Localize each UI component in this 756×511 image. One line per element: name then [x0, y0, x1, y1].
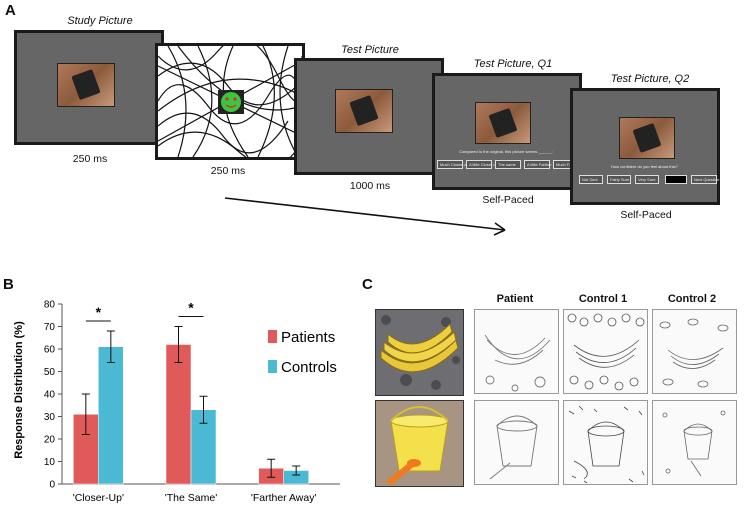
noise-mask: [158, 46, 302, 157]
q1-option-3[interactable]: The same: [495, 160, 521, 169]
q2-next-button[interactable]: Next Question: [691, 175, 720, 184]
stage4-caption: Test Picture, Q1: [473, 58, 553, 70]
y-tick-label: 70: [44, 322, 56, 333]
x-tick-label: 'Closer-Up': [73, 492, 124, 504]
y-tick-label: 50: [44, 367, 56, 378]
panel-c-label: C: [362, 276, 373, 293]
x-tick-label: 'The Same': [165, 492, 217, 504]
q1-photo: [475, 102, 531, 144]
column-header-control1: Control 1: [578, 293, 628, 305]
q2-photo: [619, 117, 675, 159]
legend-label-controls: Controls: [281, 359, 337, 376]
control2-sketch-bucket: [652, 400, 737, 485]
bananas-photo: [375, 309, 464, 396]
test-screen: [294, 58, 444, 175]
panel-b-label: B: [3, 276, 14, 293]
q2-option-3[interactable]: Very Sure: [635, 175, 659, 184]
y-tick-label: 80: [44, 300, 56, 311]
y-tick-label: 40: [44, 390, 56, 401]
y-tick-label: 30: [44, 412, 56, 423]
legend-swatch-controls: [268, 360, 277, 373]
q1-option-1[interactable]: Much Closer up: [437, 160, 468, 169]
stage1-duration: 250 ms: [72, 153, 108, 165]
stage1-caption: Study Picture: [67, 15, 133, 27]
q1-option-2[interactable]: A little Closer up: [466, 160, 498, 169]
q2-option-blank[interactable]: [665, 175, 687, 184]
y-tick-label: 20: [44, 435, 56, 446]
stage5-caption: Test Picture, Q2: [610, 73, 690, 85]
control2-sketch-bananas: [652, 309, 737, 394]
q1-option-3-label: The same: [498, 162, 516, 167]
control1-sketch-bananas: [563, 309, 648, 394]
q1-option-4-label: A little Farther away: [527, 162, 563, 167]
q1-question: Compared to the original, this picture s…: [459, 149, 553, 154]
q2-option-2-label: Fairly Sure: [610, 177, 630, 182]
legend-label-patients: Patients: [281, 329, 335, 346]
x-tick-label: 'Farther Away': [251, 492, 317, 504]
mask-screen: [155, 43, 305, 160]
bar-patients-1: [165, 344, 192, 485]
response-distribution-chart: Response Distribution (%) 0 10 20 30 40 50 60 7…: [13, 300, 340, 504]
stage3-caption: Test Picture: [341, 44, 399, 56]
y-tick-label: 60: [44, 345, 56, 356]
column-header-patient: Patient: [496, 293, 534, 305]
control1-sketch-bucket: [563, 400, 648, 485]
y-tick-label: 10: [44, 457, 56, 468]
q2-option-1-label: Not Sure: [582, 177, 598, 182]
bucket-photo: [375, 400, 464, 487]
panel-a-label: A: [5, 2, 16, 19]
q1-option-2-label: A little Closer up: [469, 162, 498, 167]
q1-screen: Compared to the original, this picture s…: [432, 73, 590, 190]
timeline-arrow: [224, 197, 506, 236]
study-screen: [14, 30, 164, 145]
q1-option-1-label: Much Closer up: [440, 162, 469, 167]
stage5-duration: Self-Paced: [620, 209, 672, 221]
y-tick-label: 0: [49, 480, 55, 491]
study-photo: [57, 63, 115, 107]
q1-option-4[interactable]: A little Farther away: [524, 160, 562, 169]
q2-option-3-label: Very Sure: [638, 177, 656, 182]
q2-option-1[interactable]: Not Sure: [579, 175, 603, 184]
column-header-control2: Control 2: [667, 293, 717, 305]
significance-star: *: [188, 300, 194, 316]
legend-swatch-patients: [268, 330, 277, 343]
stage4-duration: Self-Paced: [482, 194, 534, 206]
q2-question: How confident do you feel about this?: [611, 164, 678, 169]
test-photo: [335, 89, 393, 133]
y-axis-label: Response Distribution (%): [13, 321, 25, 459]
q2-next-label: Next Question: [694, 177, 720, 182]
q2-screen: How confident do you feel about this? No…: [570, 88, 720, 205]
patient-sketch-bucket: [474, 400, 559, 485]
stage2-duration: 250 ms: [210, 165, 246, 177]
bar-controls-0: [98, 346, 124, 485]
stage3-duration: 1000 ms: [349, 180, 391, 192]
significance-star: *: [96, 304, 102, 320]
q2-option-2[interactable]: Fairly Sure: [607, 175, 631, 184]
patient-sketch-bananas: [474, 309, 559, 394]
